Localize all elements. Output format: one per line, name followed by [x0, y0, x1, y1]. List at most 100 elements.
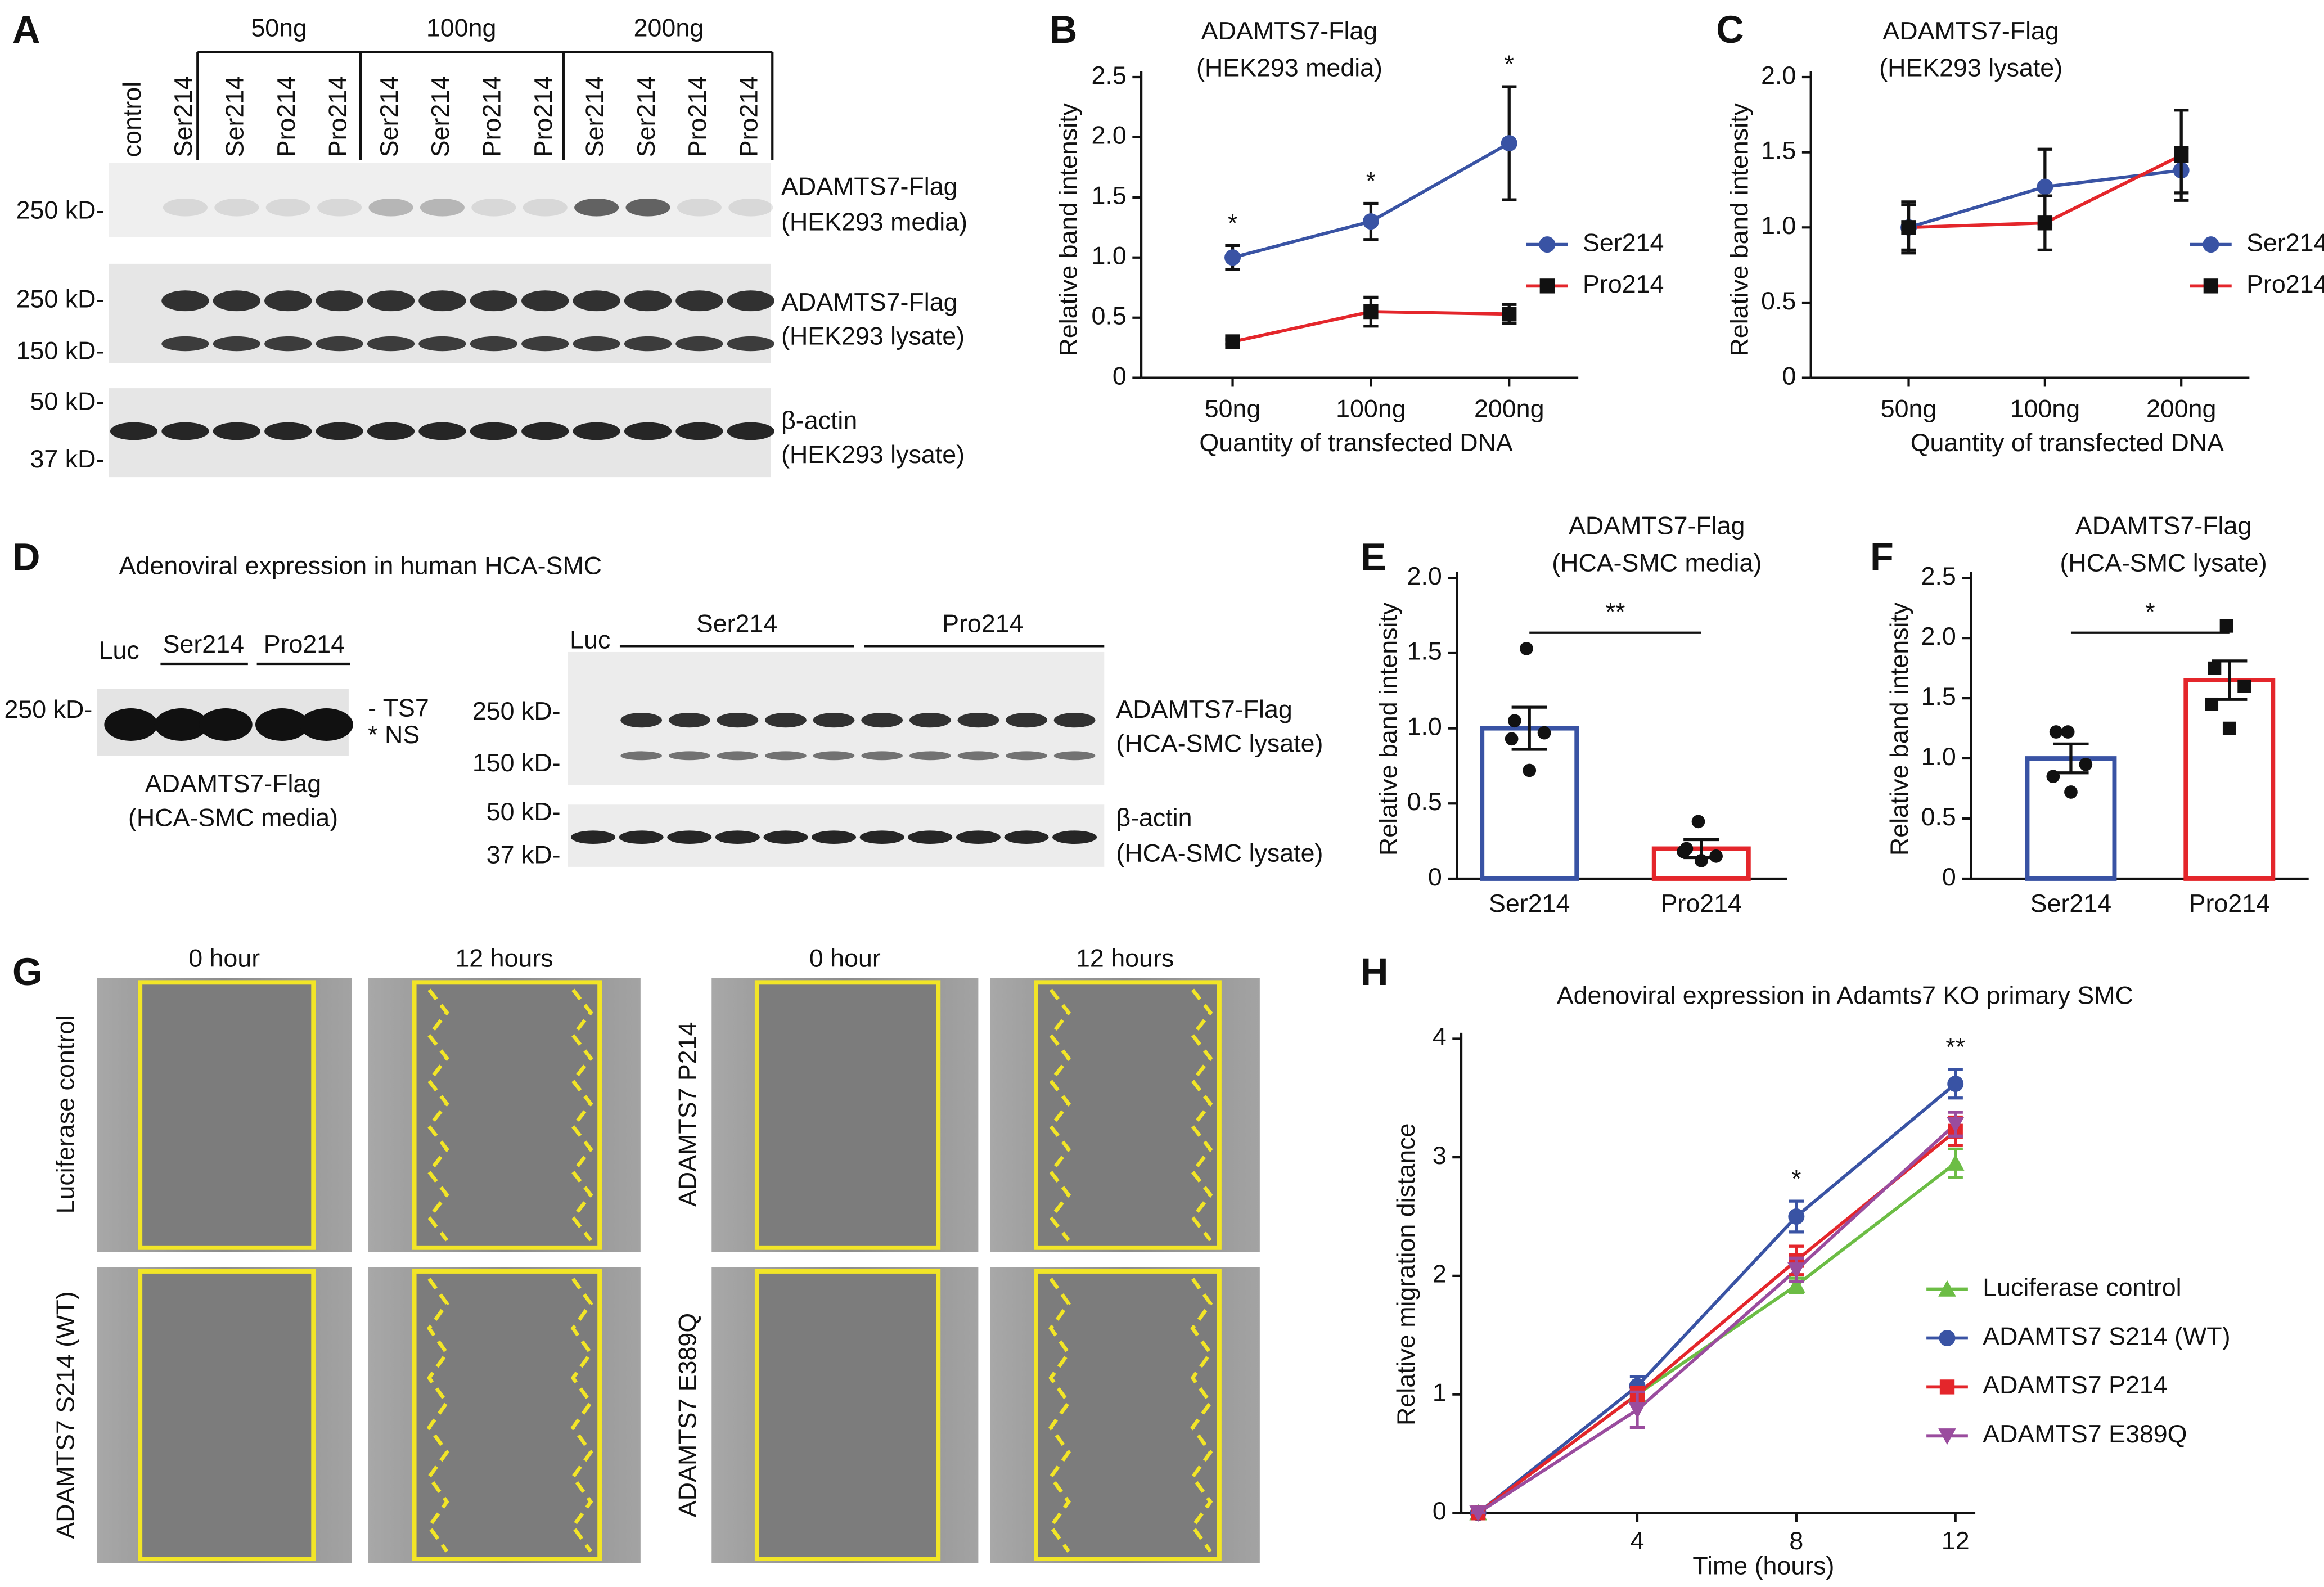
significance: * [1228, 209, 1237, 237]
wound-area [414, 1271, 600, 1559]
panel-label: C [1716, 8, 1744, 51]
chart-title: Adenoviral expression in Adamts7 KO prim… [1557, 982, 2133, 1010]
legend-label: Ser214 [1583, 228, 1664, 257]
condition-label: ADAMTS7 S214 (WT) [51, 1291, 79, 1539]
dose-label: 50ng [251, 14, 307, 42]
data-point [1363, 304, 1379, 320]
lane-label: Ser214 [375, 76, 403, 157]
legend-marker [1539, 236, 1556, 253]
lane-label: Ser214 [696, 609, 777, 637]
lane-label: Luc [99, 636, 139, 664]
band [667, 830, 712, 844]
lane-label: Ser214 [163, 630, 244, 658]
band [675, 422, 723, 440]
band [624, 422, 672, 440]
migration-front [1190, 1278, 1213, 1553]
error-bar [1511, 705, 1547, 751]
y-tick-label: 3 [1433, 1141, 1447, 1170]
time-label: 12 hours [455, 945, 553, 973]
bar [2025, 756, 2117, 881]
legend-marker [1939, 1330, 1956, 1346]
wound-area [756, 982, 939, 1248]
band [521, 290, 569, 312]
x-tick-label: 100ng [2010, 394, 2080, 422]
band [316, 422, 363, 440]
y-tick-label: 0 [1428, 863, 1442, 891]
y-tick-label: 2.5 [1092, 61, 1127, 89]
x-axis-label: Quantity of transfected DNA [1199, 429, 1512, 457]
legend-label: Luciferase control [1983, 1273, 2181, 1301]
band [571, 830, 616, 844]
band [727, 336, 774, 352]
band [717, 751, 759, 761]
time-label: 12 hours [1076, 945, 1174, 973]
wound-outline [412, 980, 602, 1250]
lane-label: Pro214 [264, 630, 345, 658]
panel-label: G [12, 950, 42, 993]
y-tick-label: 0.5 [1092, 302, 1127, 330]
y-tick-label: 1.5 [1407, 637, 1442, 666]
data-point [2237, 679, 2251, 693]
significance: * [2145, 597, 2155, 626]
band [161, 336, 209, 352]
data-point [1505, 732, 1519, 746]
condition-label: ADAMTS7 E389Q [674, 1313, 702, 1517]
data-point [2037, 178, 2053, 195]
lane-label: Ser214 [221, 76, 249, 157]
band [859, 830, 904, 844]
band [625, 198, 670, 217]
x-tick-label: 100ng [1336, 394, 1406, 422]
band [154, 708, 208, 741]
wound-area [140, 982, 314, 1248]
band-label: - TS7 [368, 694, 429, 722]
y-tick-label: 1.0 [1921, 743, 1956, 771]
y-tick-label: 0 [1782, 362, 1796, 390]
data-point [2046, 770, 2060, 784]
band [1004, 830, 1049, 844]
band [163, 198, 208, 217]
wound-outline [412, 1269, 602, 1561]
legend-marker [1938, 1280, 1956, 1297]
blot-label: β-actin [1116, 803, 1192, 831]
band [420, 198, 465, 217]
band [861, 751, 903, 761]
legend-marker [2203, 278, 2219, 294]
band [727, 422, 774, 440]
band [765, 751, 807, 761]
y-axis-label: Relative band intensity [1374, 602, 1402, 856]
band [573, 336, 620, 352]
size-marker: 50 kD- [30, 387, 104, 415]
band [624, 336, 672, 352]
y-tick-label: 2.0 [1092, 122, 1127, 150]
condition-label: ADAMTS7 P214 [674, 1022, 702, 1207]
blot-label: (HCA-SMC lysate) [1116, 839, 1323, 867]
y-tick-label: 0 [1942, 863, 1956, 891]
x-tick-label: 8 [1789, 1527, 1803, 1555]
band [1006, 751, 1047, 761]
band [367, 336, 415, 352]
panel-label: A [12, 8, 40, 51]
wound-outline [1034, 1269, 1222, 1561]
data-point [1694, 854, 1708, 867]
band [317, 198, 362, 217]
y-tick-label: 1.5 [1092, 182, 1127, 210]
band [573, 422, 620, 440]
lane-label: Pro214 [683, 76, 711, 157]
band [620, 712, 663, 728]
band [957, 751, 999, 761]
band [470, 290, 517, 312]
x-tick-label: 4 [1631, 1527, 1645, 1555]
blot-label: (HCA-SMC media) [128, 803, 338, 831]
y-tick-label: 0 [1433, 1497, 1447, 1525]
wound-area [1035, 982, 1219, 1248]
band [668, 712, 710, 728]
migration-front [1048, 1278, 1071, 1553]
dose-label: 100ng [426, 14, 496, 42]
lane-label: Ser214 [580, 76, 609, 157]
band [573, 290, 620, 312]
band [470, 336, 517, 352]
band [1006, 712, 1047, 728]
data-point [2222, 721, 2236, 735]
wound-area [1035, 1271, 1219, 1559]
migration-front [1048, 988, 1071, 1242]
